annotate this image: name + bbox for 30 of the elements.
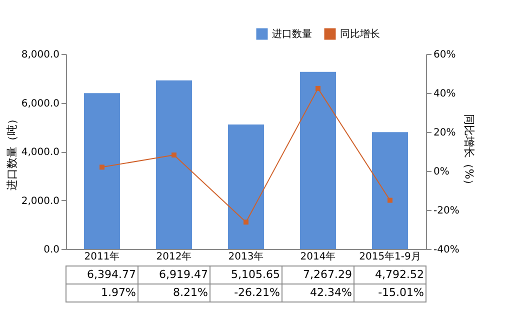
x-tick-label: 2011年: [84, 250, 120, 262]
legend-label: 进口数量: [272, 28, 312, 40]
y-tick-label: 0.0: [44, 244, 60, 256]
y-tick-label: 2,000.0: [21, 196, 60, 207]
y-tick-label: 6,000.0: [21, 98, 60, 110]
y2-tick-label: -20%: [434, 206, 460, 216]
y2-tick-label: 0%: [434, 166, 450, 178]
data-label: 7,267.29: [303, 268, 352, 281]
data-label: 5,105.65: [231, 268, 280, 281]
y-axis-title: 进口数量（吨）: [5, 114, 18, 190]
x-tick-label: 2013年: [228, 250, 264, 262]
x-tick-label: 2012年: [156, 250, 192, 262]
y2-tick-label: -40%: [434, 244, 460, 256]
data-label: 6,919.47: [159, 268, 208, 281]
x-tick-label: 2014年: [300, 250, 336, 262]
data-label: 42.34%: [310, 286, 352, 299]
data-label: 1.97%: [101, 286, 136, 299]
y2-axis-title: 同比增长（%）: [462, 114, 476, 190]
legend-label: 同比增长: [340, 28, 380, 40]
y2-tick-label: 20%: [434, 128, 456, 138]
data-label: -15.01%: [378, 286, 424, 299]
x-tick-label: 2015年1-9月: [359, 250, 421, 262]
data-label: 6,394.77: [87, 268, 136, 281]
y-tick-label: 8,000.0: [21, 50, 60, 60]
y-tick-label: 4,000.0: [21, 147, 60, 158]
y2-tick-label: 60%: [434, 50, 456, 60]
data-label: 4,792.52: [375, 268, 424, 281]
data-label: -26.21%: [234, 286, 280, 299]
data-label: 8.21%: [173, 286, 208, 299]
y2-tick-label: 40%: [434, 88, 456, 100]
